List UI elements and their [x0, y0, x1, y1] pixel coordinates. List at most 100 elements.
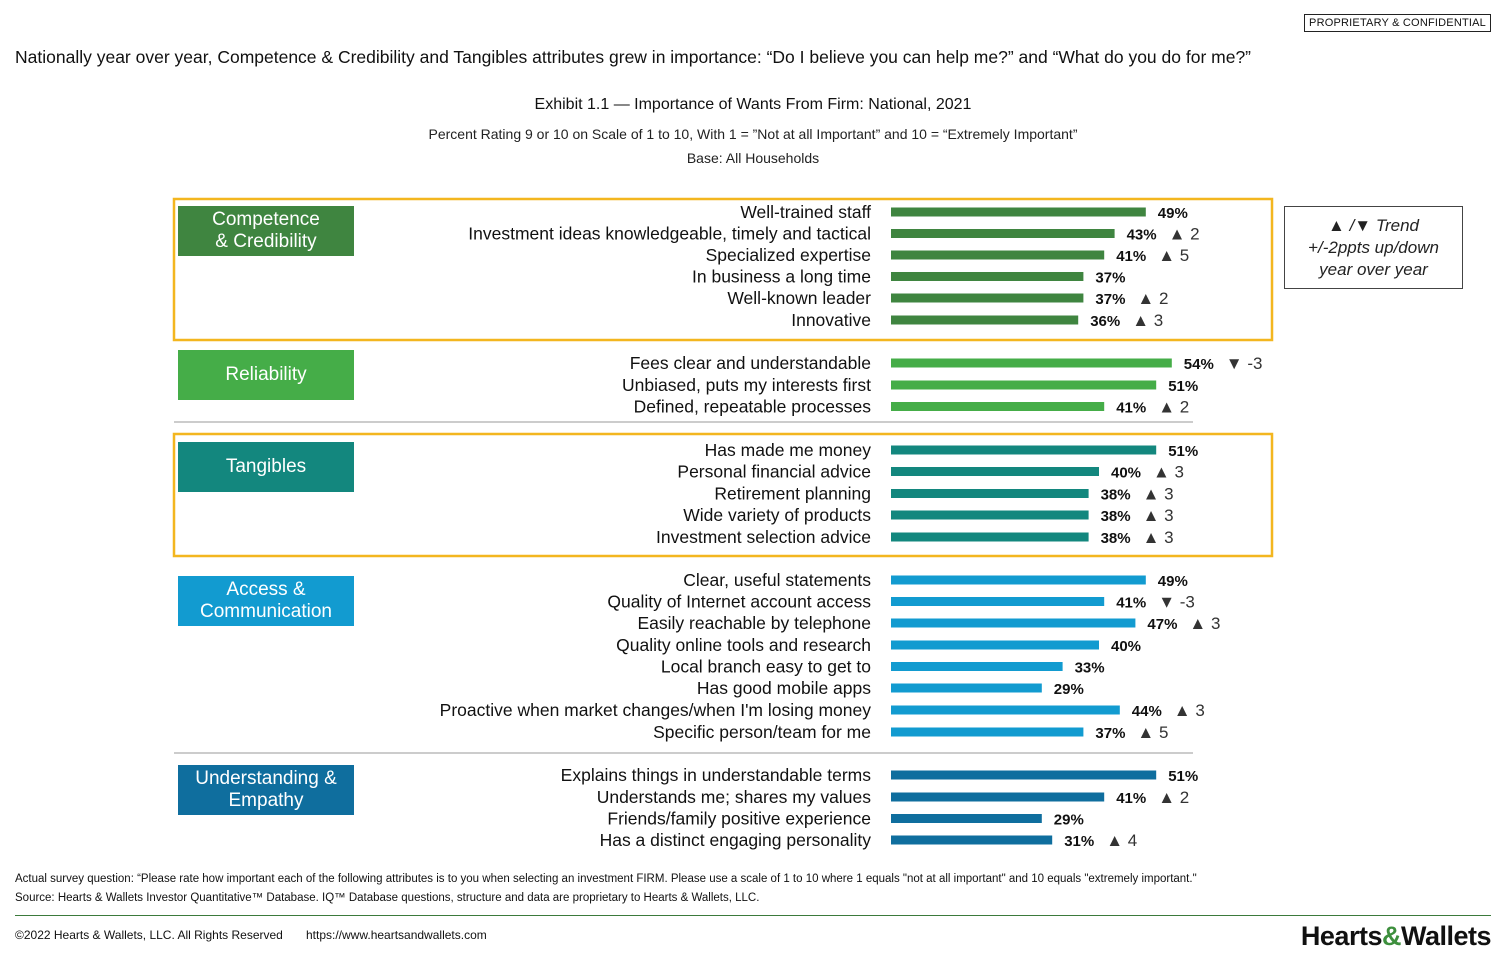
value-label: 41% [1116, 790, 1146, 807]
trend-indicator: ▼ -3 [1158, 593, 1195, 612]
value-label: 41% [1116, 595, 1146, 612]
attribute-label: Has made me money [705, 440, 872, 460]
bar [891, 489, 1089, 498]
bar [891, 532, 1089, 542]
bar [891, 293, 1084, 303]
trend-indicator: ▲ 2 [1158, 788, 1189, 807]
trend-indicator: ▲ 3 [1143, 485, 1174, 504]
bar [891, 618, 1136, 628]
attribute-label: Fees clear and understandable [630, 353, 871, 373]
bar [891, 380, 1157, 390]
value-label: 29% [1054, 681, 1084, 698]
value-label: 54% [1184, 356, 1214, 373]
trend-legend: ▲ /▼ Trend +/-2ppts up/down year over ye… [1284, 206, 1463, 289]
trend-indicator: ▲ 3 [1189, 614, 1220, 633]
bar [891, 640, 1099, 650]
bar [891, 770, 1157, 780]
category-label: Access & [226, 579, 306, 600]
bar [891, 315, 1079, 325]
bar [891, 814, 1042, 823]
category-box: Reliability [178, 350, 354, 400]
trend-indicator: ▲ 2 [1137, 289, 1168, 308]
attribute-label: Personal financial advice [677, 462, 871, 482]
headline: Nationally year over year, Competence & … [15, 47, 1252, 67]
highlight-frame [172, 432, 1274, 558]
brand-ampersand: & [1381, 921, 1402, 951]
value-label: 51% [1168, 378, 1198, 395]
bar [891, 467, 1099, 476]
value-label: 29% [1054, 812, 1084, 829]
value-label: 47% [1147, 616, 1177, 633]
bar [891, 662, 1063, 671]
trend-indicator: ▲ 3 [1132, 311, 1163, 330]
value-label: 38% [1101, 530, 1131, 547]
trend-indicator: ▲ 3 [1143, 528, 1174, 547]
category-box: Understanding & Empathy [178, 765, 354, 815]
legend-line-2: +/-2ppts up/down [1308, 237, 1439, 257]
bar [891, 705, 1120, 715]
bar [891, 402, 1105, 411]
bar [891, 575, 1146, 585]
value-label: 36% [1090, 313, 1120, 330]
category-label: & Credibility [215, 231, 317, 252]
value-label: 43% [1127, 227, 1157, 244]
legend-line-3: year over year [1319, 259, 1428, 279]
category-label: Reliability [225, 364, 307, 385]
bar [891, 792, 1105, 802]
bar [891, 272, 1084, 281]
trend-indicator: ▲ 5 [1158, 246, 1189, 265]
value-label: 51% [1168, 443, 1198, 460]
category-label: Tangibles [225, 456, 307, 477]
attribute-label: Proactive when market changes/when I'm l… [440, 700, 872, 720]
attribute-label: Quality of Internet account access [607, 592, 871, 612]
attribute-label: Has good mobile apps [697, 678, 871, 698]
bar [891, 510, 1089, 520]
bar [891, 597, 1105, 606]
attribute-label: Unbiased, puts my interests first [622, 375, 871, 395]
category-box: Competence & Credibility [178, 206, 354, 256]
attribute-label: Wide variety of products [683, 505, 871, 525]
attribute-label: Well-known leader [727, 288, 871, 308]
brand-part1: Hearts [1300, 921, 1383, 951]
chart-title: Exhibit 1.1 — Importance of Wants From F… [534, 96, 972, 113]
attribute-label: Easily reachable by telephone [638, 613, 872, 633]
value-label: 44% [1132, 703, 1162, 720]
value-label: 31% [1064, 833, 1094, 850]
source-note: Source: Hearts & Wallets Investor Quanti… [15, 892, 760, 904]
trend-indicator: ▼ -3 [1226, 354, 1263, 373]
value-label: 40% [1111, 638, 1141, 655]
bar [891, 207, 1146, 217]
value-label: 40% [1111, 465, 1141, 482]
chart-base: Base: All Households [686, 150, 820, 166]
bar [891, 445, 1157, 455]
category-box: Tangibles [178, 442, 354, 492]
survey-question-note: Actual survey question: “Please rate how… [15, 873, 1197, 885]
brand-part2: Wallets [1400, 921, 1492, 951]
category-box: Access & Communication [178, 576, 354, 626]
value-label: 38% [1101, 508, 1131, 525]
value-label: 51% [1168, 768, 1198, 785]
chart-subtitle: Percent Rating 9 or 10 on Scale of 1 to … [428, 126, 1078, 142]
trend-indicator: ▲ 2 [1158, 398, 1189, 417]
attribute-label: In business a long time [692, 267, 871, 287]
value-label: 41% [1116, 248, 1146, 265]
attribute-label: Quality online tools and research [616, 635, 871, 655]
attribute-label: Innovative [791, 310, 871, 330]
value-label: 37% [1095, 725, 1125, 742]
category-label: Understanding & [195, 768, 337, 789]
category-label: Communication [200, 601, 332, 622]
trend-indicator: ▲ 3 [1153, 463, 1184, 482]
attribute-label: Well-trained staff [740, 202, 871, 222]
brand-logo: Hearts&Wallets [1300, 921, 1492, 952]
confidential-label: PROPRIETARY & CONFIDENTIAL [1304, 14, 1491, 32]
trend-indicator: ▲ 3 [1174, 701, 1205, 720]
trend-indicator: ▲ 4 [1106, 831, 1137, 850]
footer-url[interactable]: https://www.heartsandwallets.com [306, 928, 487, 942]
trend-indicator: ▲ 2 [1169, 225, 1200, 244]
legend-line-1: ▲ /▼ Trend [1328, 215, 1419, 235]
attribute-label: Specialized expertise [706, 245, 871, 265]
value-label: 37% [1095, 291, 1125, 308]
attribute-label: Investment selection advice [656, 527, 871, 547]
attribute-label: Investment ideas knowledgeable, timely a… [468, 224, 871, 244]
